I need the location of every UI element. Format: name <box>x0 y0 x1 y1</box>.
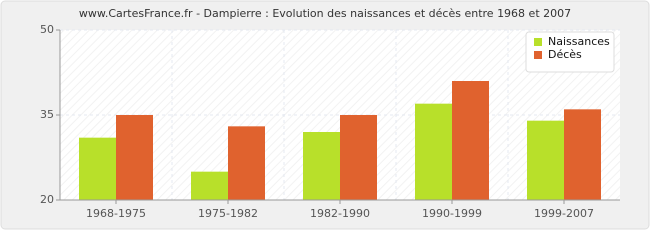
x-tick-label: 1999-2007 <box>534 207 594 220</box>
bar <box>116 115 153 200</box>
x-tick-label: 1968-1975 <box>86 207 146 220</box>
y-tick-label: 20 <box>40 193 54 206</box>
bar <box>415 103 452 200</box>
x-tick-label: 1982-1990 <box>310 207 370 220</box>
legend-box <box>525 31 615 73</box>
bar <box>564 109 601 200</box>
legend-swatch <box>534 38 542 46</box>
legend-label: Naissances <box>548 35 610 48</box>
legend-label: Décès <box>548 48 582 61</box>
bar <box>303 132 340 200</box>
x-tick-label: 1975-1982 <box>198 207 258 220</box>
chart: www.CartesFrance.fr - Dampierre : Evolut… <box>0 0 650 230</box>
bar <box>527 120 564 200</box>
bar <box>452 81 489 200</box>
x-tick-label: 1990-1999 <box>422 207 482 220</box>
bar <box>228 126 265 200</box>
y-tick-label: 35 <box>40 108 54 121</box>
bar <box>79 137 116 200</box>
y-tick-label: 50 <box>40 23 54 36</box>
bar <box>340 115 377 200</box>
chart-title: www.CartesFrance.fr - Dampierre : Evolut… <box>79 7 571 20</box>
bar <box>191 171 228 200</box>
page: www.CartesFrance.fr - Dampierre : Evolut… <box>0 0 650 230</box>
legend-swatch <box>534 51 542 59</box>
